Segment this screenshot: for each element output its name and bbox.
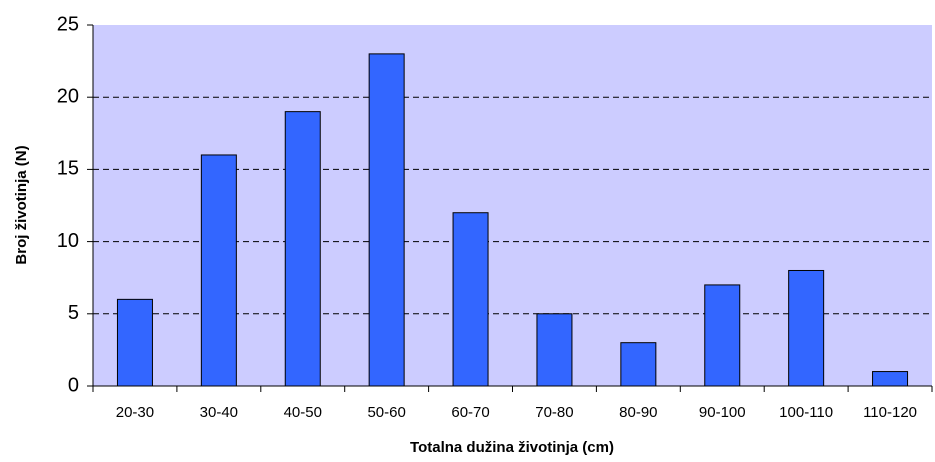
- y-tick-label: 10: [57, 230, 79, 252]
- x-tick-label: 20-30: [116, 404, 154, 421]
- bar: [368, 53, 405, 387]
- bar: [704, 284, 741, 387]
- y-tick-label: 20: [57, 85, 79, 107]
- x-tick-label: 100-110: [779, 404, 833, 421]
- x-tick-label: 70-80: [535, 404, 573, 421]
- x-tick-label: 110-120: [863, 404, 917, 421]
- bar: [284, 111, 321, 387]
- bar: [788, 269, 825, 387]
- x-tick-label: 90-100: [699, 404, 746, 421]
- y-tick-label: 15: [57, 158, 79, 180]
- x-tick-label: 40-50: [284, 404, 322, 421]
- x-tick-label: 50-60: [367, 404, 405, 421]
- bar: [200, 154, 237, 387]
- y-tick-label: 5: [68, 302, 79, 324]
- x-tick-label: 80-90: [619, 404, 657, 421]
- x-tick-label: 60-70: [451, 404, 489, 421]
- x-axis-title: Totalna dužina životinja (cm): [410, 439, 614, 456]
- bar: [872, 371, 909, 387]
- bar: [116, 298, 153, 387]
- bar: [620, 342, 657, 387]
- y-tick-label: 25: [57, 13, 79, 35]
- x-tick-label: 30-40: [200, 404, 238, 421]
- y-tick-label: 0: [68, 374, 79, 396]
- y-axis-title: Broj životinja (N): [13, 145, 30, 264]
- bar: [452, 212, 489, 387]
- bar: [536, 313, 573, 387]
